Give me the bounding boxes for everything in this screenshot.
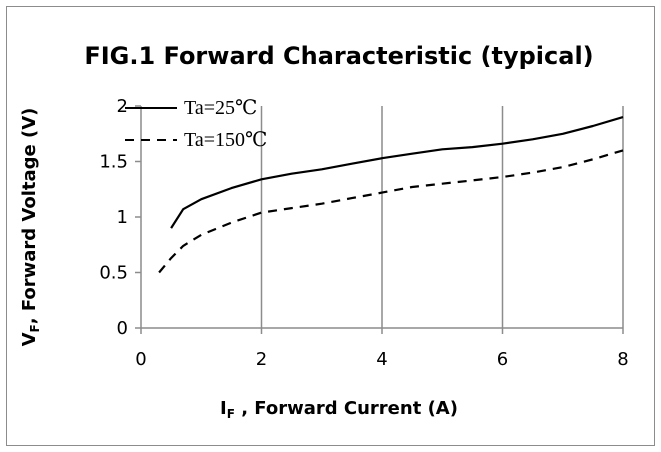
x-tick-label: 4 (376, 349, 387, 370)
y-axis-label-sub: F (28, 324, 42, 332)
y-tick-label: 0.5 (99, 263, 128, 284)
legend-label-25c: Ta=25℃ (184, 97, 257, 119)
x-axis-label-sub: F (227, 407, 235, 421)
x-tick-label: 6 (497, 349, 508, 370)
tick-labels: 0 0.5 1 1.5 2 0 2 4 6 8 (99, 96, 628, 370)
series-line-150c (158, 149, 624, 274)
y-tick-label: 2 (117, 96, 128, 117)
forward-characteristic-chart: FIG.1 Forward Characteristic (typical) 0… (19, 42, 629, 421)
x-tick-label: 2 (256, 349, 267, 370)
x-axis-label: IF , Forward Current (A) (220, 398, 458, 421)
chart-frame: FIG.1 Forward Characteristic (typical) 0… (6, 6, 655, 446)
y-tick-label: 1.5 (99, 152, 128, 173)
legend-label-150c: Ta=150℃ (184, 129, 267, 151)
series-line-25c (170, 116, 624, 229)
axes (135, 105, 624, 334)
y-tick-label: 1 (117, 207, 128, 228)
y-axis-label: VF, Forward Voltage (V) (19, 108, 42, 347)
series-lines (158, 116, 624, 274)
chart-title: FIG.1 Forward Characteristic (typical) (84, 42, 593, 70)
grid-lines (260, 106, 624, 328)
x-axis-label-main: I (220, 398, 227, 419)
y-tick-label: 0 (117, 318, 128, 339)
y-axis-label-rest: , Forward Voltage (V) (19, 108, 40, 325)
legend: Ta=25℃ Ta=150℃ (125, 97, 267, 151)
x-axis-label-rest: , Forward Current (A) (235, 398, 458, 419)
y-axis-label-main: V (19, 332, 40, 346)
x-tick-label: 0 (135, 349, 146, 370)
x-tick-label: 8 (617, 349, 628, 370)
